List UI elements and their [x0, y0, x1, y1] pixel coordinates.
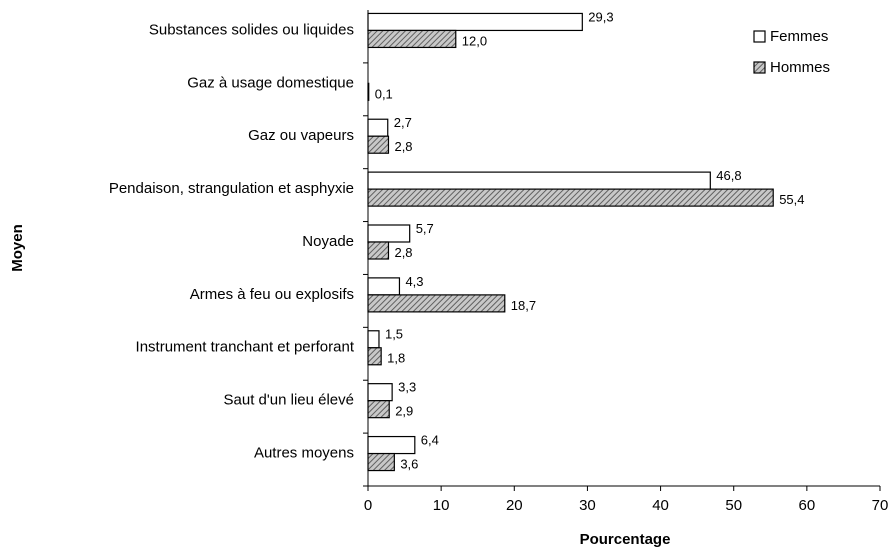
value-label: 29,3	[588, 9, 613, 24]
y-tick-label: Pendaison, strangulation et asphyxie	[109, 180, 354, 197]
value-label: 0,1	[375, 86, 393, 101]
value-label: 12,0	[462, 33, 487, 48]
value-label: 4,3	[405, 274, 423, 289]
bar	[367, 277, 401, 296]
legend-label: Femmes	[770, 28, 828, 45]
bar	[367, 452, 395, 472]
value-label: 3,3	[398, 380, 416, 395]
y-tick-label: Substances solides ou liquides	[149, 21, 354, 38]
y-tick-label: Gaz à usage domestique	[187, 74, 354, 91]
x-tick-label: 70	[872, 497, 889, 514]
bar	[367, 347, 382, 366]
bar	[367, 224, 411, 243]
y-tick-label: Autres moyens	[254, 445, 354, 462]
y-tick-label: Gaz ou vapeurs	[248, 127, 354, 144]
y-tick-label: Instrument tranchant et perforant	[136, 339, 355, 356]
value-label: 2,8	[394, 245, 412, 260]
value-label: 1,8	[387, 351, 405, 366]
bar	[367, 12, 583, 32]
x-tick-label: 50	[725, 497, 742, 514]
bar	[367, 400, 390, 419]
value-label: 2,7	[394, 115, 412, 130]
bar	[367, 171, 711, 190]
value-label: 6,4	[421, 432, 439, 447]
bar	[367, 241, 390, 260]
x-tick-label: 20	[506, 497, 523, 514]
bar	[367, 383, 393, 402]
value-label: 1,5	[385, 327, 403, 342]
x-tick-label: 60	[799, 497, 816, 514]
bar	[367, 29, 457, 49]
legend-swatch	[753, 61, 766, 74]
x-tick-label: 40	[652, 497, 669, 514]
bar	[367, 435, 416, 455]
bar	[367, 82, 370, 101]
value-label: 2,8	[394, 139, 412, 154]
value-label: 18,7	[511, 298, 536, 313]
x-tick-label: 10	[433, 497, 450, 514]
value-label: 5,7	[416, 221, 434, 236]
bar	[367, 188, 774, 207]
y-tick-label: Saut d'un lieu élevé	[224, 392, 354, 409]
value-label: 46,8	[716, 168, 741, 183]
bar	[367, 294, 506, 313]
bar	[367, 135, 390, 154]
x-tick-label: 0	[364, 497, 372, 514]
value-label: 3,6	[400, 456, 418, 471]
value-label: 2,9	[395, 404, 413, 419]
bar	[367, 118, 389, 137]
bar	[367, 330, 380, 349]
y-tick-label: Armes à feu ou explosifs	[190, 286, 354, 303]
value-label: 55,4	[779, 192, 804, 207]
y-tick-label: Noyade	[302, 233, 354, 250]
x-axis-label: Pourcentage	[580, 531, 671, 548]
legend-swatch	[753, 30, 766, 43]
legend-label: Hommes	[770, 59, 830, 76]
y-axis-label: Moyen	[9, 224, 26, 272]
x-tick-label: 30	[579, 497, 596, 514]
